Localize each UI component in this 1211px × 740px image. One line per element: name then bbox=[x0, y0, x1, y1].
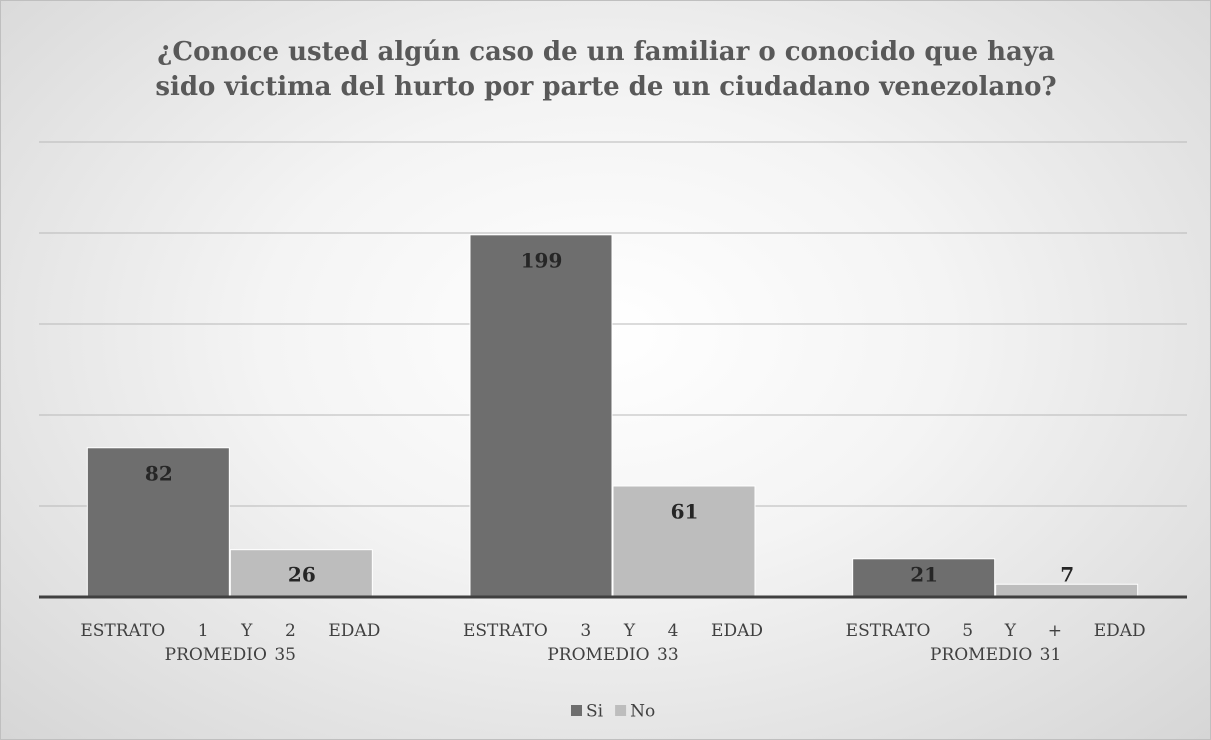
bar bbox=[86, 447, 230, 598]
bar bbox=[852, 558, 996, 598]
bar bbox=[612, 485, 756, 598]
legend-label: Si bbox=[586, 702, 604, 722]
legend-swatch bbox=[615, 705, 627, 716]
chart-title: ¿Conoce usted algún caso de un familiar … bbox=[157, 37, 1055, 67]
chart-title: sido victima del hurto por parte de un c… bbox=[155, 72, 1056, 102]
data-label: 61 bbox=[671, 499, 699, 523]
data-label: 7 bbox=[1060, 563, 1074, 587]
x-tick-label: ESTRATO 3 Y 4 EDAD PROMEDIO 33 bbox=[463, 621, 763, 665]
x-tick-label: ESTRATO 5 Y + EDAD PROMEDIO 31 bbox=[845, 621, 1146, 665]
x-tick-label: ESTRATO 1 Y 2 EDAD PROMEDIO 35 bbox=[80, 621, 381, 665]
legend-label: No bbox=[630, 702, 655, 722]
data-label: 82 bbox=[145, 461, 173, 485]
data-label: 26 bbox=[288, 563, 316, 587]
legend-swatch bbox=[571, 705, 582, 716]
data-label: 21 bbox=[910, 563, 938, 587]
bar bbox=[469, 234, 613, 598]
bar bbox=[229, 549, 373, 598]
data-label: 199 bbox=[521, 248, 563, 272]
